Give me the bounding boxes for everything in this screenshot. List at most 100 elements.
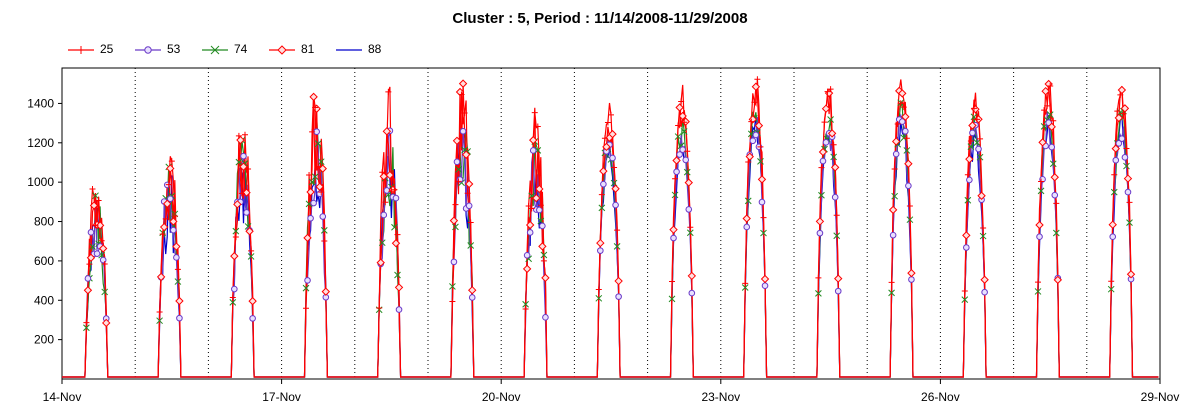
marker-81 <box>464 179 474 189</box>
marker-74 <box>818 191 825 199</box>
marker-25 <box>385 88 392 95</box>
marker-74 <box>247 253 255 260</box>
marker-53 <box>84 275 92 282</box>
legend-label-81: 81 <box>301 42 315 56</box>
marker-53 <box>383 187 391 194</box>
marker-81 <box>1050 173 1059 182</box>
marker-74 <box>232 227 240 235</box>
marker-81 <box>611 184 620 193</box>
marker-74 <box>101 288 109 296</box>
marker-53 <box>749 137 757 145</box>
marker-25 <box>394 231 401 238</box>
marker-81 <box>672 156 681 165</box>
marker-53 <box>679 146 686 153</box>
marker-53 <box>465 202 473 210</box>
marker-81 <box>751 82 761 91</box>
marker-53 <box>600 180 607 188</box>
marker-74 <box>741 284 749 291</box>
marker-25 <box>906 203 913 210</box>
marker-81 <box>980 275 989 284</box>
marker-53 <box>831 193 839 201</box>
marker-81 <box>901 112 910 121</box>
marker-53 <box>395 306 403 313</box>
marker-25 <box>1117 91 1124 98</box>
marker-81 <box>1038 138 1047 147</box>
marker-25 <box>760 214 767 221</box>
marker-81 <box>315 182 324 191</box>
marker-25 <box>449 298 456 305</box>
marker-81 <box>529 135 538 145</box>
marker-74 <box>308 178 316 186</box>
marker-53 <box>319 213 327 220</box>
marker-81 <box>1126 270 1136 279</box>
marker-74 <box>906 216 914 224</box>
marker-81 <box>907 268 916 278</box>
marker-53 <box>761 282 769 290</box>
marker-81 <box>827 129 837 138</box>
marker-25 <box>595 286 602 293</box>
marker-81 <box>1053 275 1063 285</box>
marker-25 <box>604 119 611 126</box>
marker-25 <box>598 191 605 198</box>
marker-74 <box>671 191 679 199</box>
marker-81 <box>1114 113 1124 123</box>
marker-81 <box>248 296 257 306</box>
x-tick-label: 26-Nov <box>921 390 960 404</box>
marker-81 <box>596 238 605 248</box>
marker-81 <box>163 199 172 209</box>
marker-81 <box>318 164 327 173</box>
marker-25 <box>1123 145 1130 152</box>
marker-81 <box>821 104 831 113</box>
marker-25 <box>461 109 468 116</box>
y-tick-label: 1000 <box>27 175 54 189</box>
marker-25 <box>1050 117 1057 124</box>
chart-title: Cluster : 5, Period : 11/14/2008-11/29/2… <box>452 10 748 27</box>
y-tick-label: 200 <box>34 333 54 347</box>
marker-74 <box>89 243 96 250</box>
marker-81 <box>962 231 971 240</box>
marker-81 <box>382 127 392 136</box>
marker-74 <box>394 271 401 279</box>
legend-swatch-74 <box>202 45 228 55</box>
marker-81 <box>614 276 623 286</box>
marker-25 <box>464 190 471 197</box>
marker-53 <box>307 214 314 222</box>
marker-81 <box>608 129 617 139</box>
marker-81 <box>1111 144 1120 153</box>
marker-81 <box>1120 104 1130 113</box>
marker-53 <box>93 250 101 257</box>
marker-81 <box>532 193 541 203</box>
marker-25 <box>672 175 679 182</box>
marker-25 <box>165 181 172 188</box>
marker-81 <box>239 162 248 171</box>
marker-25 <box>525 202 532 209</box>
marker-25 <box>159 231 166 238</box>
marker-25 <box>1114 108 1121 115</box>
legend-swatch-88 <box>336 49 362 51</box>
marker-53 <box>834 287 842 295</box>
marker-53 <box>822 139 830 146</box>
marker-81 <box>385 170 395 180</box>
marker-81 <box>233 200 242 209</box>
marker-81 <box>1123 174 1133 183</box>
marker-53 <box>819 157 827 165</box>
marker-25 <box>238 190 245 197</box>
marker-81 <box>684 178 693 187</box>
marker-74 <box>311 173 319 181</box>
x-tick-label: 20-Nov <box>482 390 521 404</box>
marker-25 <box>1120 110 1127 117</box>
marker-81 <box>303 233 312 243</box>
marker-25 <box>1108 278 1115 285</box>
y-tick-label: 400 <box>34 293 54 307</box>
marker-74 <box>92 192 99 200</box>
marker-53 <box>523 251 531 259</box>
marker-74 <box>833 232 841 240</box>
marker-25 <box>980 225 987 232</box>
marker-25 <box>318 189 325 196</box>
marker-25 <box>684 148 691 155</box>
marker-81 <box>458 79 468 88</box>
marker-53 <box>688 289 696 297</box>
marker-53 <box>87 229 95 236</box>
marker-74 <box>961 296 969 303</box>
marker-81 <box>757 175 767 184</box>
